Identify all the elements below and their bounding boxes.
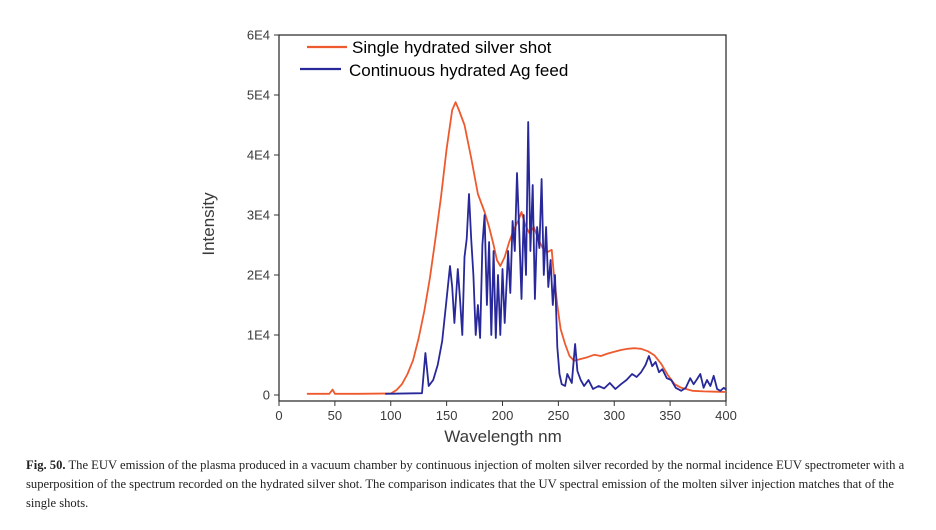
x-tick-label: 100: [380, 408, 402, 423]
y-tick-label: 1E4: [247, 328, 270, 343]
axis-ticks: 0 50 100 150 200 250 300 350 400 0 1E4 2E4 3E4 4E4 5E4…: [247, 28, 737, 424]
x-axis-title: Wavelength nm: [444, 427, 561, 446]
series-line-2: [385, 121, 727, 395]
x-tick-label: 300: [603, 408, 625, 423]
plot-area-border: [278, 34, 727, 402]
y-axis-title: Intensity: [199, 192, 218, 256]
legend: Single hydrated silver shot Continuous hy…: [300, 38, 568, 80]
legend-label-1: Single hydrated silver shot: [352, 38, 552, 57]
x-tick-label: 150: [436, 408, 458, 423]
figure-caption-label: Fig. 50.: [26, 458, 66, 472]
x-tick-label: 350: [659, 408, 681, 423]
y-tick-label: 3E4: [247, 208, 270, 223]
series-line-1: [306, 101, 727, 395]
y-tick-label: 6E4: [247, 28, 270, 43]
x-tick-label: 200: [492, 408, 514, 423]
x-tick-label: 50: [328, 408, 342, 423]
y-tick-label: 4E4: [247, 148, 270, 163]
euv-emission-chart: 0 50 100 150 200 250 300 350 400 0 1E4 2E4 3E4 4E4 5E4…: [199, 28, 737, 447]
y-tick-label: 0: [263, 388, 270, 403]
figure-caption-text: The EUV emission of the plasma produced …: [26, 458, 905, 510]
figure-caption: Fig. 50. The EUV emission of the plasma …: [26, 456, 911, 513]
x-tick-label: 400: [715, 408, 737, 423]
y-tick-label: 2E4: [247, 268, 270, 283]
plot-frame: [278, 34, 727, 402]
x-tick-label: 0: [275, 408, 282, 423]
y-tick-label: 5E4: [247, 88, 270, 103]
series-lines: [306, 101, 727, 395]
legend-label-2: Continuous hydrated Ag feed: [349, 61, 568, 80]
x-tick-label: 250: [548, 408, 570, 423]
